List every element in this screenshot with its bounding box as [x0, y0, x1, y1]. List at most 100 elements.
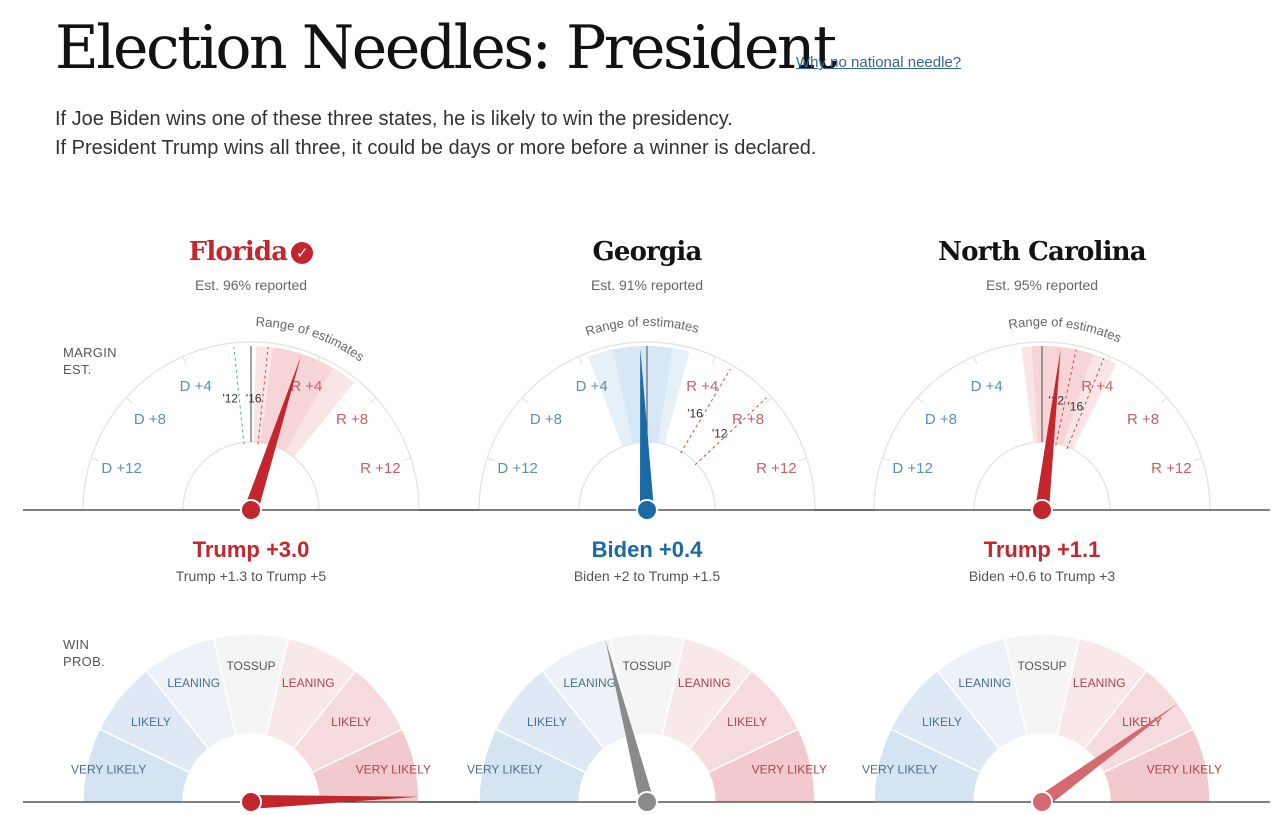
win-zone-label: LEANING [1073, 676, 1126, 690]
tick-mark [799, 457, 807, 462]
tick-mark [711, 356, 716, 365]
dek-line-1: If Joe Biden wins one of these three sta… [55, 108, 733, 130]
reported-text: Est. 96% reported [194, 277, 308, 293]
win-inner [974, 734, 1110, 802]
win-zone-label: LIKELY [331, 715, 371, 729]
win-zone-label: VERY LIKELY [752, 763, 827, 777]
needle [640, 348, 654, 511]
win-prob-gauge: VERY LIKELY LIKELY LEANING TOSSUP LEANING LIK… [23, 633, 479, 813]
reference-line [233, 346, 245, 445]
gauge-outer-arc [82, 341, 420, 511]
win-zone-label: LEANING [167, 676, 220, 690]
estimate-range: Biden +2 to Trump +1.5 [573, 568, 721, 584]
estimate-range: Biden +0.6 to Trump +3 [968, 568, 1116, 584]
needle-hub [636, 499, 658, 521]
tick-mark [125, 397, 133, 404]
win-prob-gauge: VERY LIKELY LIKELY LEANING TOSSUP LEANING LIK… [419, 633, 875, 813]
reference-line [1066, 357, 1105, 450]
win-inner [579, 734, 715, 802]
margin-est-label: MARGIN EST. [63, 344, 133, 378]
tick-mark [487, 457, 495, 462]
win-zone-label: VERY LIKELY [467, 763, 542, 777]
estimate-range: Trump +1.3 to Trump +5 [175, 568, 327, 584]
tick-label: R +12 [756, 460, 796, 477]
win-zone-label: LEANING [563, 676, 616, 690]
tick-label: D +8 [530, 411, 562, 428]
needle-hub [636, 791, 658, 813]
needle [244, 355, 302, 513]
reported-text: Est. 95% reported [985, 277, 1099, 293]
tick-mark [916, 397, 924, 404]
tick-label: D +8 [134, 411, 166, 428]
tick-label: R +8 [732, 411, 764, 428]
win-zone-label: TOSSUP [622, 659, 671, 673]
reported-text: Est. 91% reported [590, 277, 704, 293]
margin-label-line-1: MARGIN [63, 345, 117, 360]
range-of-estimates-text: Range of estimates [1007, 314, 1124, 346]
state-panel-florida: Florida ✓ Est. 96% reported Range of esti… [23, 0, 479, 813]
tick-mark [91, 457, 99, 462]
tick-mark [403, 457, 411, 462]
win-zone-label: LEANING [678, 676, 731, 690]
reference-label: '12 [222, 392, 238, 406]
win-zone-label: VERY LIKELY [1147, 763, 1222, 777]
win-zone-label: LIKELY [922, 715, 962, 729]
tick-label: D +12 [101, 460, 141, 477]
win-zone-label: LEANING [958, 676, 1011, 690]
reference-label: '16 [1067, 399, 1083, 413]
win-zone-label: LIKELY [131, 715, 171, 729]
win-zone-label: LIKELY [527, 715, 567, 729]
margin-estimate: Trump +3.0 [192, 537, 310, 562]
tick-label: D +4 [576, 378, 608, 395]
win-prob-gauge: VERY LIKELY LIKELY LEANING TOSSUP LEANING LIK… [814, 633, 1270, 813]
reference-line [257, 346, 269, 445]
tick-label: D +4 [971, 378, 1003, 395]
tick-mark [1160, 397, 1168, 404]
win-label-line-2: PROB. [63, 654, 105, 669]
win-inner [183, 734, 319, 802]
tick-label: R +4 [290, 378, 322, 395]
called-check-icon: ✓ [291, 242, 314, 264]
tick-label: R +12 [1151, 460, 1191, 477]
needle-hub [1031, 791, 1053, 813]
state-name-text: Florida [188, 237, 288, 267]
tick-label: R +8 [1127, 411, 1159, 428]
reference-line [1055, 349, 1077, 446]
needle [1035, 349, 1061, 511]
tick-label: D +12 [892, 460, 932, 477]
margin-estimate: Trump +1.1 [983, 537, 1101, 562]
tick-mark [882, 457, 890, 462]
reference-label: '16 [246, 392, 262, 406]
needle-hub [240, 791, 262, 813]
state-name: Florida ✓ [53, 232, 449, 272]
reference-label: '16 [687, 407, 703, 421]
range-of-estimates-label: Range of estimates [584, 314, 702, 339]
tick-mark [1194, 457, 1202, 462]
tick-label: D +12 [497, 460, 537, 477]
win-zone-label: LIKELY [727, 715, 767, 729]
win-prob-label: WIN PROB. [63, 636, 133, 670]
win-zone-label: LEANING [282, 676, 335, 690]
win-zone-label: LIKELY [1122, 715, 1162, 729]
dek: If Joe Biden wins one of these three sta… [55, 105, 816, 163]
state-name-text: North Carolina [938, 237, 1146, 267]
win-label-line-1: WIN [63, 637, 90, 652]
tick-label: R +4 [1081, 378, 1113, 395]
needle [605, 639, 654, 804]
range-of-estimates-text: Range of estimates [584, 314, 702, 339]
tick-label: R +4 [686, 378, 718, 395]
why-no-national-needle-link[interactable]: Why no national needle? [796, 54, 962, 71]
tick-mark [521, 397, 529, 404]
tick-mark [369, 397, 377, 404]
state-name: Georgia [449, 232, 845, 272]
tick-mark [765, 397, 773, 404]
win-zone-label: TOSSUP [226, 659, 275, 673]
tick-label: R +12 [360, 460, 400, 477]
reference-line [694, 397, 767, 466]
dek-line-2: If President Trump wins all three, it co… [55, 137, 817, 159]
inner-range-band [1031, 346, 1093, 446]
needle [250, 795, 419, 809]
reference-label: '12 [712, 426, 728, 440]
tick-label: D +4 [180, 378, 212, 395]
